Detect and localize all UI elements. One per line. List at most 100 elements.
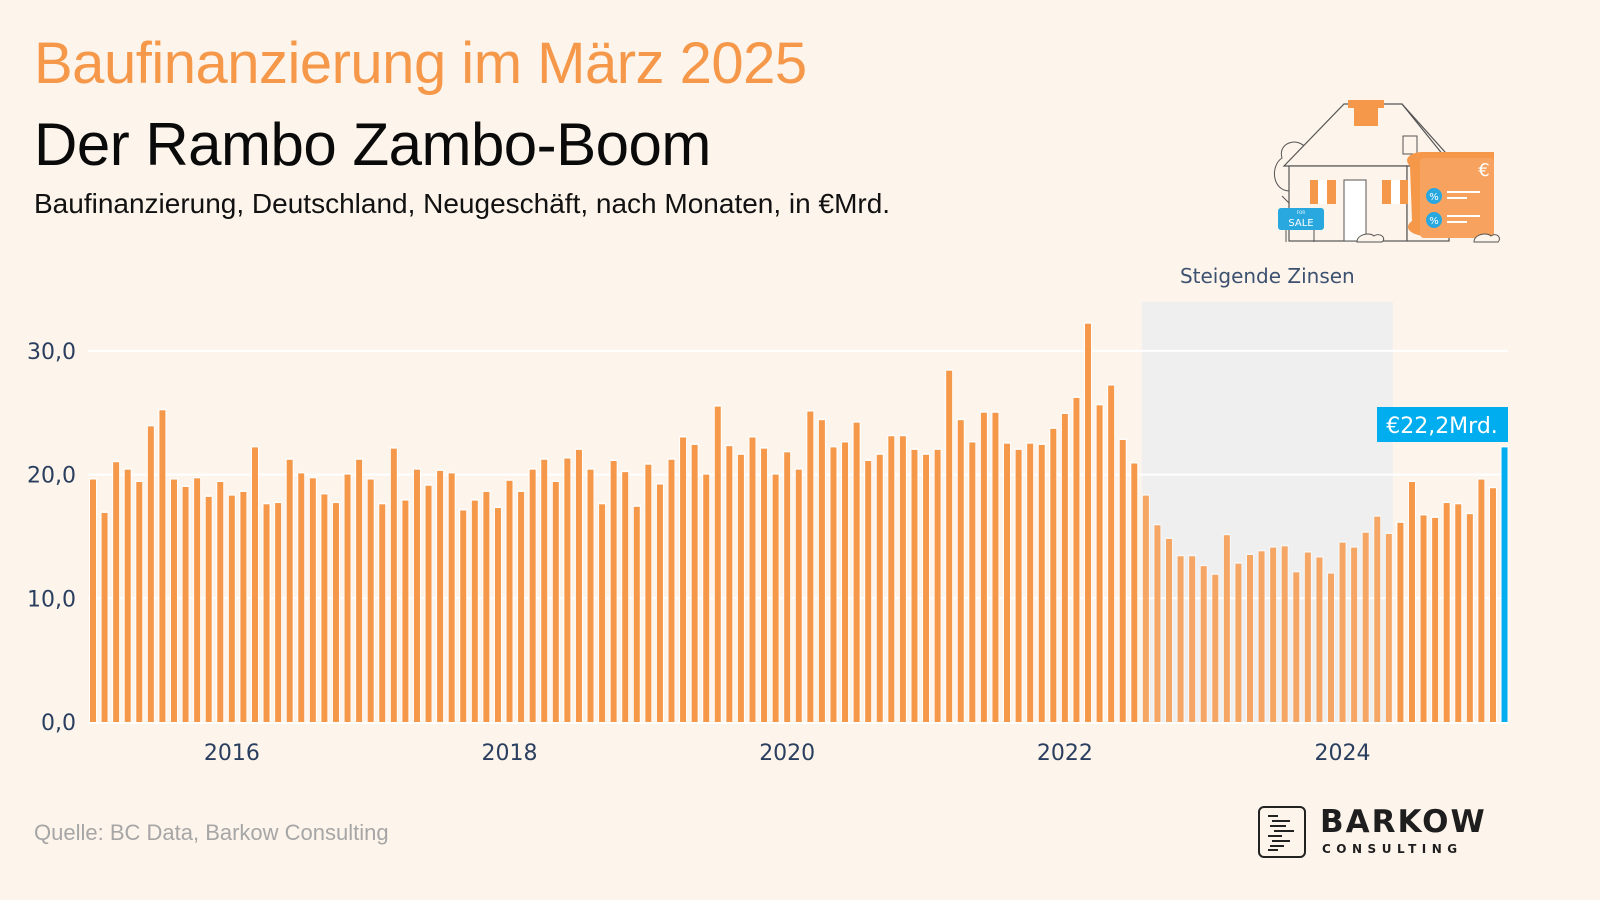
- bar: [1038, 444, 1045, 722]
- x-tick-label: 2018: [482, 741, 538, 766]
- bar: [1362, 532, 1369, 722]
- bar: [182, 486, 189, 722]
- bar: [957, 420, 964, 722]
- bar: [205, 496, 212, 722]
- bar: [645, 464, 652, 722]
- bar: [807, 411, 814, 722]
- bar: [286, 459, 293, 722]
- bar: [923, 454, 930, 722]
- bar: [1142, 495, 1149, 722]
- bar: [1408, 482, 1415, 722]
- svg-text:SALE: SALE: [1288, 218, 1313, 229]
- bar: [818, 420, 825, 722]
- bar: [437, 470, 444, 722]
- bar: [853, 422, 860, 722]
- bar: [170, 479, 177, 722]
- bar: [1339, 542, 1346, 722]
- bar: [564, 458, 571, 722]
- y-tick-label: 0,0: [41, 711, 76, 736]
- bar: [194, 478, 201, 722]
- bar: [1096, 405, 1103, 722]
- bar: [1200, 566, 1207, 722]
- x-tick-label: 2022: [1037, 741, 1093, 766]
- bar: [680, 437, 687, 722]
- bar: [911, 449, 918, 722]
- bar: [101, 512, 108, 722]
- bar: [402, 500, 409, 722]
- bar: [784, 452, 791, 722]
- bar-chart: 0,0 10,0 20,0 30,0 2016 2018 2020 2022 2024 Stei…: [27, 264, 1509, 766]
- logo-mark-icon: [1258, 806, 1306, 858]
- bar: [1501, 447, 1508, 722]
- bar: [1212, 574, 1219, 722]
- y-tick-label: 30,0: [27, 340, 76, 365]
- bar: [332, 503, 339, 722]
- bar: [761, 448, 768, 722]
- bar: [90, 479, 96, 722]
- bar: [506, 480, 513, 722]
- bar: [494, 507, 501, 722]
- bar: [448, 473, 455, 722]
- bar: [124, 469, 131, 722]
- bar: [1258, 551, 1265, 722]
- svg-text:%: %: [1429, 216, 1439, 227]
- bar: [946, 370, 953, 722]
- bar: [379, 504, 386, 722]
- bar: [251, 447, 258, 722]
- bar: [518, 491, 525, 722]
- bars: [89, 322, 1509, 722]
- bar: [1050, 428, 1057, 722]
- x-tick-label: 2020: [759, 741, 815, 766]
- bar: [1432, 517, 1439, 722]
- y-tick-label: 20,0: [27, 464, 76, 489]
- bar: [321, 494, 328, 722]
- svg-text:%: %: [1429, 192, 1439, 203]
- bar: [1327, 573, 1334, 722]
- bar: [367, 479, 374, 722]
- bar: [471, 500, 478, 722]
- y-tick-label: 10,0: [27, 587, 76, 612]
- bar: [1015, 449, 1022, 722]
- house-for-sale-euro-document-icon: FOR SALE € % %: [1274, 100, 1500, 243]
- svg-text:€: €: [1478, 160, 1489, 181]
- bar: [865, 460, 872, 722]
- bar: [275, 503, 282, 722]
- bar: [1189, 556, 1196, 722]
- bar: [691, 444, 698, 722]
- bar: [668, 459, 675, 722]
- bar: [309, 478, 316, 722]
- bar: [980, 412, 987, 722]
- bar: [1131, 463, 1138, 722]
- bar: [1397, 522, 1404, 722]
- bar: [413, 469, 420, 722]
- bar: [1304, 552, 1311, 722]
- bar: [1247, 555, 1253, 722]
- bar: [575, 449, 582, 722]
- bar: [992, 412, 999, 722]
- bar: [726, 446, 733, 722]
- bar: [737, 454, 744, 722]
- annotations: Steigende Zinsen €22,2Mrd.: [1180, 264, 1508, 442]
- bar: [1466, 514, 1473, 722]
- svg-text:FOR: FOR: [1297, 210, 1305, 215]
- bar: [1489, 488, 1496, 722]
- bar: [390, 448, 397, 722]
- bar: [1443, 503, 1450, 722]
- bar: [356, 459, 363, 722]
- shaded-region-label: Steigende Zinsen: [1180, 264, 1355, 288]
- bar: [228, 495, 235, 722]
- value-label: €22,2Mrd.: [1386, 414, 1498, 439]
- bar: [633, 506, 640, 722]
- bar: [1316, 557, 1323, 722]
- bar: [1293, 572, 1300, 722]
- bar: [1119, 439, 1126, 722]
- bar: [425, 485, 432, 722]
- barkow-consulting-logo: BARKOW CONSULTING: [1258, 804, 1518, 862]
- bar: [934, 449, 941, 722]
- bar: [969, 442, 976, 722]
- bar: [714, 406, 721, 722]
- bar: [1073, 397, 1080, 722]
- bar: [344, 474, 351, 722]
- bar: [1108, 385, 1115, 722]
- x-tick-label: 2016: [204, 741, 260, 766]
